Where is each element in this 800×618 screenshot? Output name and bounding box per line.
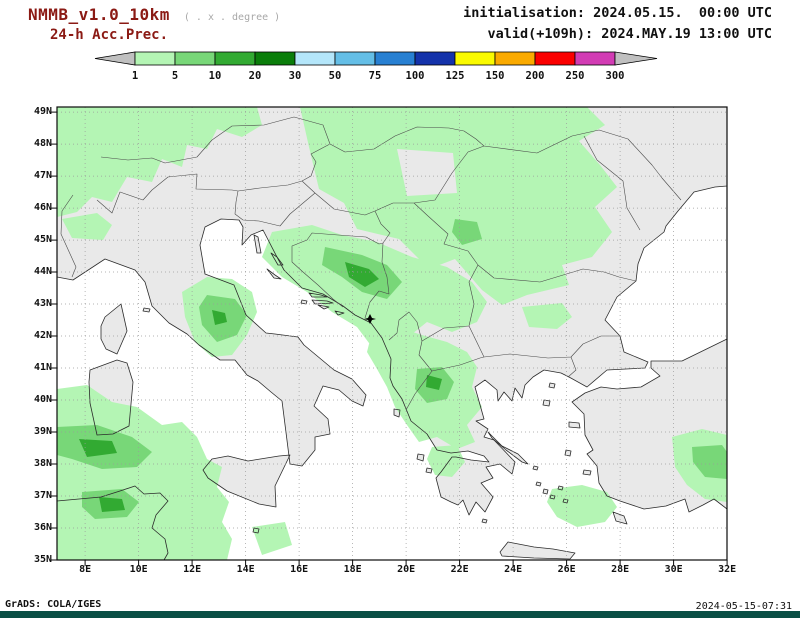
lon-tick-label: 12E — [183, 564, 202, 575]
legend-cell — [254, 51, 296, 66]
lat-tick-label: 45N — [33, 234, 52, 246]
lat-tick-label: 41N — [33, 362, 52, 373]
lon-tick-label: 26E — [557, 564, 576, 575]
lon-tick-label: 18E — [343, 564, 362, 575]
lon-tick-label: 32E — [718, 564, 737, 575]
grads-credit: GrADS: COLA/IGES — [5, 599, 102, 610]
legend-tick-label: 200 — [526, 70, 545, 82]
legend-tick-label: 30 — [289, 70, 302, 82]
lat-tick-label: 44N — [33, 266, 52, 277]
lon-tick-label: 16E — [290, 564, 309, 575]
precip-5-10mm — [57, 219, 727, 519]
resolution-note: ( . x . degree ) — [183, 12, 281, 23]
lon-tick-label: 20E — [397, 564, 416, 575]
lat-tick-label: 38N — [33, 458, 52, 469]
precipitation-map — [51, 106, 728, 566]
lat-tick-label: 40N — [33, 394, 52, 405]
crete-island — [500, 542, 575, 559]
bottom-bar — [0, 611, 800, 618]
product-title: 24-h Acc.Prec. — [50, 27, 169, 43]
graticule-layer — [51, 107, 728, 566]
precip-1-5mm — [57, 107, 727, 560]
legend-cell — [534, 51, 576, 66]
coastline-border-layer — [56, 106, 728, 561]
legend-tick-label: 1 — [132, 70, 138, 82]
lat-tick-label: 49N — [33, 106, 52, 118]
lat-tick-label: 36N — [33, 522, 52, 533]
header-left: NMMB_v1.0_10km ( . x . degree ) — [28, 5, 280, 24]
lat-tick-label: 48N — [33, 138, 52, 150]
station-marker — [364, 314, 376, 324]
legend-tick-label: 300 — [606, 70, 625, 82]
precip-shading-layer — [57, 107, 727, 560]
lon-tick-label: 28E — [611, 564, 630, 575]
legend-cell — [374, 51, 416, 66]
lon-tick-label: 24E — [504, 564, 523, 575]
lon-tick-label: 10E — [129, 564, 148, 575]
lat-tick-label: 47N — [33, 170, 52, 182]
dry-gap — [397, 149, 457, 196]
legend-tick-label: 250 — [566, 70, 585, 82]
legend-right-arrow — [614, 51, 658, 66]
legend-cell — [494, 51, 536, 66]
legend-tick-label: 75 — [369, 70, 382, 82]
lon-tick-label: 8E — [79, 564, 92, 575]
legend-cell — [174, 51, 216, 66]
legend-tick-label: 150 — [486, 70, 505, 82]
legend-cell — [294, 51, 336, 66]
legend-tick-label: 100 — [406, 70, 425, 82]
lat-tick-label: 35N — [33, 554, 52, 565]
lon-tick-label: 22E — [450, 564, 469, 575]
lat-tick-label: 39N — [33, 426, 52, 437]
legend-tick-label: 50 — [329, 70, 342, 82]
legend-cell — [134, 51, 176, 66]
lat-tick-label: 42N — [33, 330, 52, 341]
sicily-island — [203, 455, 290, 507]
creation-timestamp: 2024-05-15-07:31 — [695, 601, 792, 612]
lon-tick-label: 30E — [664, 564, 683, 575]
euboea-island — [488, 432, 528, 464]
legend-cell — [454, 51, 496, 66]
lat-tick-label: 43N — [33, 298, 52, 309]
legend-tick-label: 125 — [446, 70, 465, 82]
legend-tick-label: 5 — [172, 70, 178, 82]
lon-tick-label: 14E — [236, 564, 255, 575]
corsica-island — [101, 304, 127, 354]
map-frame — [56, 106, 728, 561]
legend-left-arrow — [94, 51, 136, 66]
legend-cell — [414, 51, 456, 66]
lat-tick-label: 46N — [33, 202, 52, 214]
legend-tick-label: 10 — [209, 70, 222, 82]
model-title: NMMB_v1.0_10km — [28, 5, 170, 24]
legend-cell — [574, 51, 616, 66]
lat-tick-label: 37N — [33, 490, 52, 501]
init-time-label: initialisation: 2024.05.15. 00:00 UTC — [463, 5, 772, 21]
colorbar-legend: 1 5 10 20 30 50 75 100 125 150 200 250 300 — [94, 51, 658, 82]
legend-cell — [214, 51, 256, 66]
country-borders — [60, 116, 682, 411]
legend-tick-label: 20 — [249, 70, 262, 82]
legend-cell — [334, 51, 376, 66]
valid-time-label: valid(+109h): 2024.MAY.19 13:00 UTC — [487, 26, 772, 42]
